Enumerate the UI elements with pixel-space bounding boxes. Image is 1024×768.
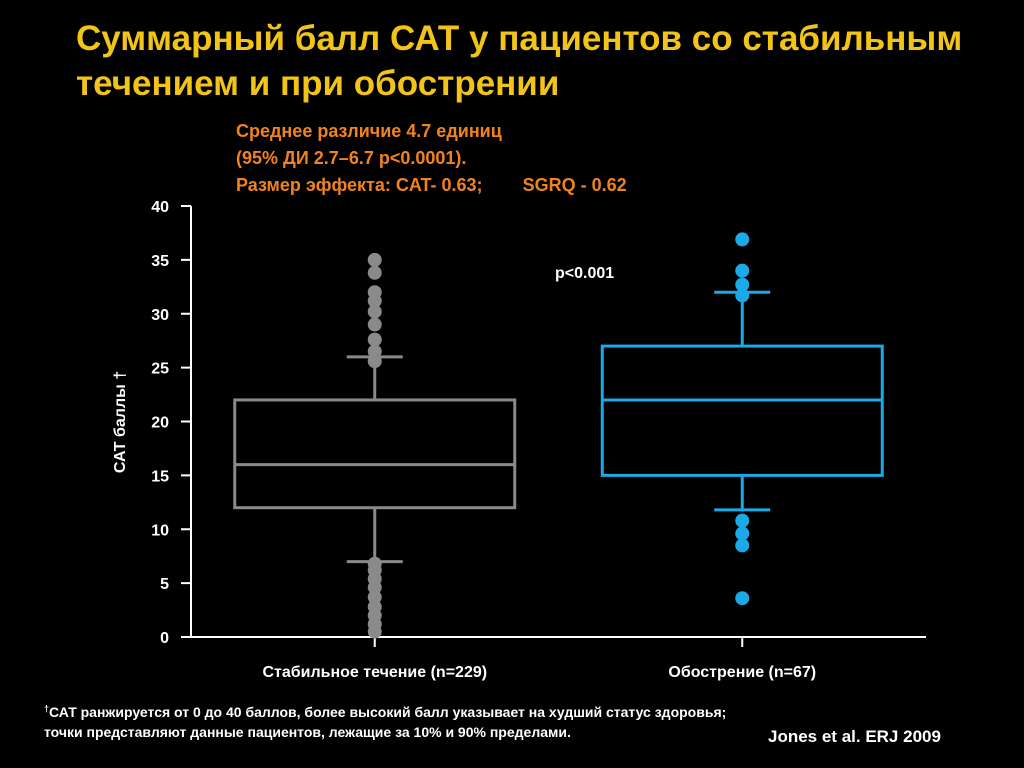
outlier-point — [735, 538, 750, 553]
citation: Jones et al. ERJ 2009 — [768, 727, 941, 746]
p-value-annotation: p<0.001 — [555, 265, 614, 282]
outlier-point — [735, 288, 750, 303]
effect-size-sgrq: SGRQ - 0.62 — [522, 175, 627, 195]
stats-summary: Среднее различие 4.7 единиц (95% ДИ 2.7–… — [236, 118, 627, 199]
outlier-point — [367, 317, 382, 332]
y-tick-label: 40 — [151, 199, 169, 216]
y-axis-label: САТ баллы † — [112, 371, 129, 473]
outlier-point — [367, 304, 382, 319]
effect-size-cat: Размер эффекта: CAT- 0.63; — [236, 175, 483, 195]
outlier-point — [735, 513, 750, 528]
outlier-point — [367, 599, 382, 614]
outlier-point — [367, 265, 382, 280]
outlier-point — [367, 344, 382, 359]
outlier-point — [367, 590, 382, 605]
outlier-point — [367, 285, 382, 300]
footnote: †САТ ранжируется от 0 до 40 баллов, боле… — [44, 702, 764, 742]
footnote-mark: † — [44, 703, 50, 714]
y-tick-label: 30 — [151, 307, 169, 324]
footnote-text: САТ ранжируется от 0 до 40 баллов, более… — [44, 704, 727, 740]
slide-title: Суммарный балл САТ у пациентов со стабил… — [76, 19, 963, 103]
box-series-1 — [233, 252, 517, 639]
outlier-point — [735, 232, 750, 247]
y-tick-label: 5 — [160, 576, 169, 593]
y-tick-label: 15 — [151, 468, 169, 485]
box-plot-chart: 0 5 10 15 20 25 30 35 40 Стабильное течение (n=2… — [112, 199, 926, 681]
outlier-point — [367, 252, 382, 267]
stats-line-confidence-interval: (95% ДИ 2.7–6.7 p<0.0001). — [236, 148, 467, 168]
outlier-point — [735, 591, 750, 606]
x-category-label: Стабильное течение (n=229) — [262, 664, 487, 681]
outlier-point — [735, 263, 750, 278]
outlier-point — [735, 277, 750, 292]
x-axis: Стабильное течение (n=229) Обострение (n=… — [191, 636, 926, 681]
y-tick-label: 0 — [160, 630, 169, 647]
y-tick-label: 25 — [151, 361, 169, 378]
outlier-point — [367, 556, 382, 571]
outlier-point — [735, 526, 750, 541]
outlier-point — [367, 332, 382, 347]
stats-line-mean-difference: Среднее различие 4.7 единиц — [236, 121, 502, 141]
y-tick-label: 35 — [151, 253, 169, 270]
box — [600, 344, 884, 477]
y-tick-label: 10 — [151, 522, 169, 539]
stats-line-effect-size: Размер эффекта: CAT- 0.63; SGRQ - 0.62 — [236, 172, 627, 199]
y-axis: 0 5 10 15 20 25 30 35 40 — [151, 199, 192, 647]
x-category-label: Обострение (n=67) — [668, 664, 816, 681]
box-series-group — [233, 232, 884, 639]
y-tick-label: 20 — [151, 415, 169, 432]
box — [233, 398, 517, 510]
outlier-point — [367, 354, 382, 369]
box-series-2 — [600, 232, 884, 606]
